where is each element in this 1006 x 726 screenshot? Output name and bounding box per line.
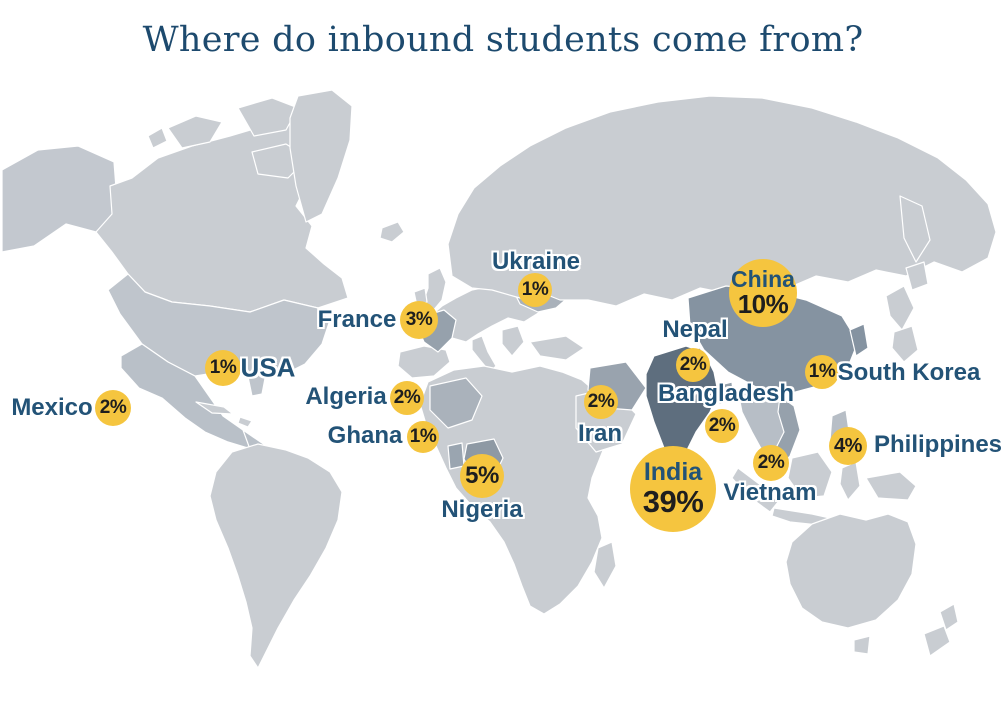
bubble-percent-nepal: 2% (679, 354, 707, 376)
bubble-percent-ukraine: 1% (521, 279, 549, 301)
bubble-algeria: 2% (390, 381, 424, 415)
bubble-usa: 1% (205, 350, 241, 386)
bubble-philippines: 4% (829, 427, 867, 465)
bubble-percent-vietnam: 2% (757, 452, 785, 474)
bubble-percent-iran: 2% (587, 391, 615, 413)
country-label-algeria: Algeria (305, 383, 387, 410)
bubble-percent-india: 39% (642, 483, 704, 519)
bubble-vietnam: 2% (753, 445, 789, 481)
country-label-south-korea: South Korea (837, 359, 981, 386)
bubble-percent-bangladesh: 2% (708, 415, 736, 437)
bubble-percent-nigeria: 5% (465, 461, 499, 489)
country-label-bangladesh: Bangladesh (657, 380, 795, 407)
bubble-nepal: 2% (676, 348, 710, 382)
bubble-percent-mexico: 2% (99, 397, 127, 419)
country-label-vietnam: Vietnam (723, 479, 817, 506)
bubble-ukraine: 1% (518, 273, 552, 307)
country-label-france: France (317, 306, 397, 333)
landmass-oceania (785, 513, 959, 657)
country-label-philippines: Philippines (873, 431, 1003, 458)
country-label-nepal: Nepal (662, 316, 728, 343)
country-label-nigeria: Nigeria (441, 496, 523, 523)
bubble-france: 3% (400, 301, 438, 339)
bubble-percent-algeria: 2% (393, 387, 421, 409)
bubble-south-korea: 1% (805, 355, 839, 389)
bubble-percent-ghana: 1% (409, 426, 437, 448)
bubble-india: India 39% (630, 446, 716, 532)
bubble-percent-france: 3% (405, 309, 433, 331)
bubble-ghana: 1% (407, 421, 439, 453)
bubble-bangladesh: 2% (705, 409, 739, 443)
landmass-north-america (1, 89, 353, 460)
bubble-country-name-china: China (731, 266, 795, 293)
country-label-usa: USA (240, 352, 296, 383)
country-label-iran: Iran (577, 420, 623, 447)
bubble-percent-south-korea: 1% (808, 361, 836, 383)
country-label-mexico: Mexico (11, 394, 93, 421)
bubble-percent-china: 10% (737, 289, 789, 320)
country-label-ghana: Ghana (327, 422, 403, 449)
landmass-south-america (209, 443, 343, 669)
bubble-country-name-india: India (643, 458, 703, 487)
bubble-nigeria: 5% (460, 454, 504, 498)
country-label-ukraine: Ukraine (491, 248, 581, 275)
bubble-china: China 10% (729, 259, 797, 327)
page-title: Where do inbound students come from? (142, 20, 864, 60)
bubble-percent-usa: 1% (209, 357, 237, 379)
bubble-percent-philippines: 4% (834, 434, 862, 457)
bubble-mexico: 2% (95, 390, 131, 426)
bubble-iran: 2% (584, 385, 618, 419)
